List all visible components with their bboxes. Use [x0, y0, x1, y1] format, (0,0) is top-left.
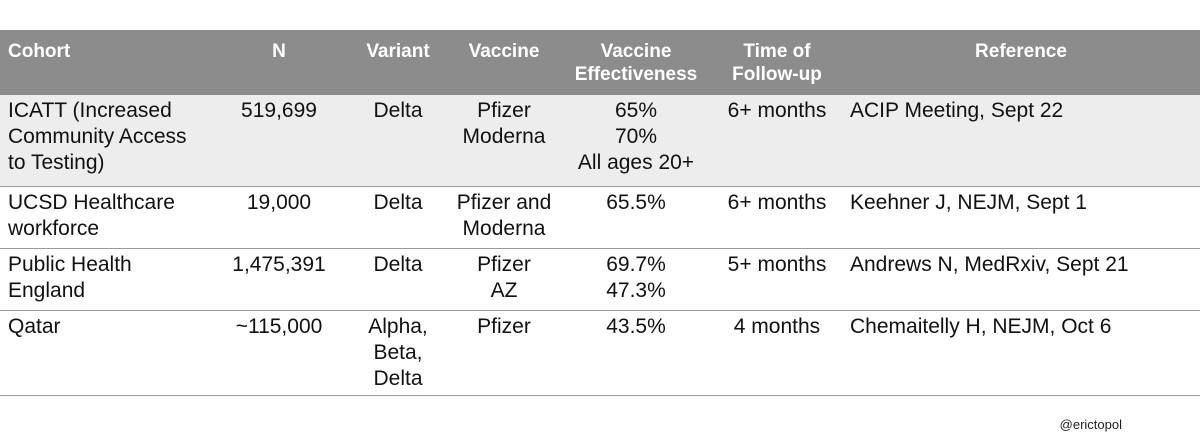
header-cohort: Cohort — [8, 41, 71, 62]
cell-reference: Keehner J, NEJM, Sept 1 — [842, 186, 1200, 249]
header-variant: Variant — [366, 41, 430, 62]
header-n: N — [272, 41, 286, 62]
cell-variant: Delta — [348, 95, 448, 187]
header-vaccine: Vaccine — [468, 41, 540, 62]
cell-variant: Delta — [348, 186, 448, 249]
cell-cohort: UCSD Healthcare workforce — [0, 186, 210, 249]
header-reference: Reference — [975, 41, 1067, 62]
cell-vaccine: Pfizer — [448, 310, 560, 396]
cell-follow-up: 4 months — [712, 310, 842, 396]
cell-n: 519,699 — [210, 95, 348, 187]
cell-follow-up: 6+ months — [712, 95, 842, 187]
cell-follow-up: 6+ months — [712, 186, 842, 249]
cell-vaccine-effectiveness: 65.5% — [560, 186, 712, 249]
cell-n: ~115,000 — [210, 310, 348, 396]
header-vaccine-effectiveness: Vaccine Effectiveness — [574, 41, 698, 85]
cell-reference: Chemaitelly H, NEJM, Oct 6 — [842, 310, 1200, 396]
table-row: Public Health England 1,475,391 Delta Pf… — [0, 248, 1200, 311]
cell-cohort: ICATT (Increased Community Access to Tes… — [0, 95, 210, 187]
cell-cohort: Public Health England — [0, 248, 210, 311]
table-row: ICATT (Increased Community Access to Tes… — [0, 95, 1200, 187]
cell-vaccine-effectiveness: 65% 70% All ages 20+ — [560, 95, 712, 187]
cell-n: 19,000 — [210, 186, 348, 249]
cell-n: 1,475,391 — [210, 248, 348, 311]
cell-follow-up: 5+ months — [712, 248, 842, 311]
author-credit: @erictopol — [1059, 417, 1122, 432]
table-row: UCSD Healthcare workforce 19,000 Delta P… — [0, 186, 1200, 249]
vaccine-effectiveness-table: Cohort N Variant Vaccine Vaccine Effecti… — [0, 30, 1200, 396]
cell-vaccine: Pfizer and Moderna — [448, 186, 560, 249]
header-follow-up: Time of Follow-up — [732, 41, 822, 85]
cell-reference: Andrews N, MedRxiv, Sept 21 — [842, 248, 1200, 311]
cell-vaccine-effectiveness: 69.7% 47.3% — [560, 248, 712, 311]
cell-variant: Delta — [348, 248, 448, 311]
cell-cohort: Qatar — [0, 310, 210, 396]
table-row: Qatar ~115,000 Alpha, Beta, Delta Pfizer… — [0, 310, 1200, 396]
cell-reference: ACIP Meeting, Sept 22 — [842, 95, 1200, 187]
cell-variant: Alpha, Beta, Delta — [348, 310, 448, 396]
cell-vaccine-effectiveness: 43.5% — [560, 310, 712, 396]
cell-vaccine: Pfizer AZ — [448, 248, 560, 311]
cell-vaccine: Pfizer Moderna — [448, 95, 560, 187]
header-row: Cohort N Variant Vaccine Vaccine Effecti… — [0, 30, 1200, 95]
